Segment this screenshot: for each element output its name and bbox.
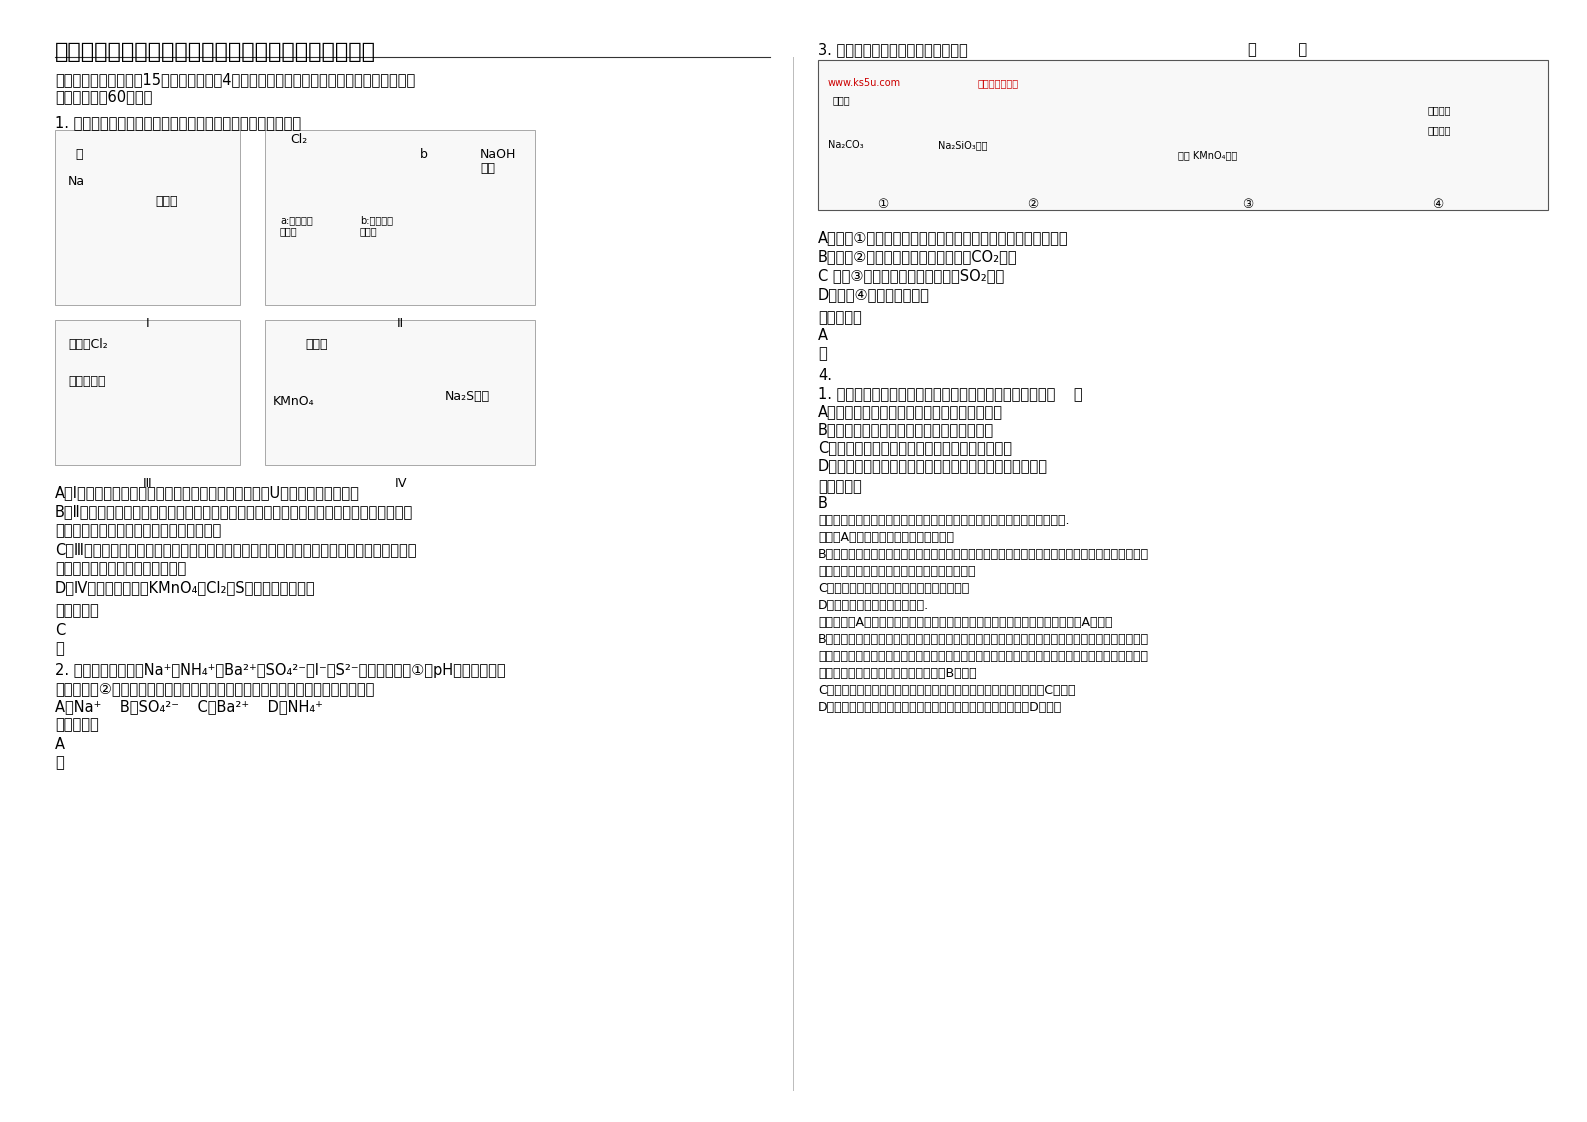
- Text: KMnO₄: KMnO₄: [273, 395, 314, 408]
- Text: B．可溶性铜盐有毒，故人体内不存在铜元素: B．可溶性铜盐有毒，故人体内不存在铜元素: [817, 422, 993, 436]
- Text: Na: Na: [68, 175, 86, 188]
- Text: NaOH: NaOH: [479, 148, 516, 160]
- Text: D．Ⅳ图中，可以比较KMnO₄、Cl₂和S氧化性的相对强弱: D．Ⅳ图中，可以比较KMnO₄、Cl₂和S氧化性的相对强弱: [56, 580, 316, 595]
- Text: 4.: 4.: [817, 368, 832, 383]
- Text: 3. 关于下列实验装置说法中正确的是: 3. 关于下列实验装置说法中正确的是: [817, 42, 968, 57]
- Text: 重要的作用，则人体内存在铜元素，故B错误；: 重要的作用，则人体内存在铜元素，故B错误；: [817, 666, 976, 680]
- Text: 水: 水: [75, 148, 83, 160]
- Bar: [265, 320, 535, 465]
- Text: （         ）: （ ）: [1247, 42, 1308, 57]
- Text: 色布条: 色布条: [279, 226, 298, 236]
- Text: C．Ⅲ图中：观察到量筒内黄绿色逐渐消失，量筒内壁有油状物质生成。该现象是由于甲烷与: C．Ⅲ图中：观察到量筒内黄绿色逐渐消失，量筒内壁有油状物质生成。该现象是由于甲烷…: [56, 542, 416, 557]
- Bar: [56, 320, 240, 465]
- Text: D．中秋佳节月饼中用小袋包装的铁粉来防止月饼氧化变质: D．中秋佳节月饼中用小袋包装的铁粉来防止月饼氧化变质: [817, 458, 1047, 473]
- Text: 考点：原电池和电解池的工作原理；常见的食品添加剂的组成、性质和作用.: 考点：原电池和电解池的工作原理；常见的食品添加剂的组成、性质和作用.: [817, 514, 1070, 527]
- Text: B．可溶性铜盐中含有重金属离子铜离子，重金属离子可以使蛋白质变性，所以说可溶性铜盐有毒；: B．可溶性铜盐中含有重金属离子铜离子，重金属离子可以使蛋白质变性，所以说可溶性铜…: [817, 633, 1149, 646]
- Bar: [56, 130, 240, 305]
- Text: ④: ④: [1433, 197, 1444, 211]
- Text: 铜与人体健康有着密切的关系，铜是人体健康内一种必需的微量元素，在人体的新陈代谢过程中起着: 铜与人体健康有着密切的关系，铜是人体健康内一种必需的微量元素，在人体的新陈代谢过…: [817, 650, 1147, 663]
- Text: C．锌的活泼些强于铁，在原电池中作负极，铁作正极，被保护，故C正确；: C．锌的活泼些强于铁，在原电池中作负极，铁作正极，被保护，故C正确；: [817, 684, 1076, 697]
- Text: 参考答案：: 参考答案：: [817, 479, 862, 494]
- Text: www.ks5u.com: www.ks5u.com: [828, 79, 901, 88]
- Text: D．用图④提取海带中的碘: D．用图④提取海带中的碘: [817, 287, 930, 302]
- Text: 浓盐酸: 浓盐酸: [305, 338, 327, 351]
- Text: 色布条: 色布条: [360, 226, 378, 236]
- Text: 素，在人体的新陈代谢过程中起着重要的作用；: 素，在人体的新陈代谢过程中起着重要的作用；: [817, 565, 976, 578]
- Text: 红墨水: 红墨水: [156, 195, 178, 208]
- Text: A: A: [817, 328, 828, 343]
- Text: 略: 略: [56, 755, 63, 770]
- Text: 参考答案：: 参考答案：: [56, 717, 98, 732]
- Text: Na₂SiO₃溶液: Na₂SiO₃溶液: [938, 140, 987, 150]
- Text: A．Na⁺    B．SO₄²⁻    C．Ba²⁺    D．NH₄⁺: A．Na⁺ B．SO₄²⁻ C．Ba²⁺ D．NH₄⁺: [56, 699, 322, 714]
- Text: 1. 化学与生产、生活密切相关，下列有关说法不正确的是（    ）: 1. 化学与生产、生活密切相关，下列有关说法不正确的是（ ）: [817, 386, 1082, 401]
- Text: C 用图③可以检验火柴燃烧生成的SO₂气体: C 用图③可以检验火柴燃烧生成的SO₂气体: [817, 268, 1005, 283]
- Text: 安徽省黄山市石门中学高三化学下学期期末试卷含解析: 安徽省黄山市石门中学高三化学下学期期末试卷含解析: [56, 42, 376, 62]
- Text: 分析：A．原电池能加快化学反应速率；: 分析：A．原电池能加快化学反应速率；: [817, 531, 954, 544]
- Text: C: C: [56, 623, 65, 638]
- Text: Cl₂: Cl₂: [290, 134, 308, 146]
- Text: 溶液: 溶液: [479, 162, 495, 175]
- Text: 甲烷与Cl₂: 甲烷与Cl₂: [68, 338, 108, 351]
- Text: 稀硫酸: 稀硫酸: [833, 95, 851, 105]
- Text: D．铁粉消耗空气中的水和氧气.: D．铁粉消耗空气中的水和氧气.: [817, 599, 928, 611]
- Text: B．铜离子为重金属离子，能够使蛋白质变性，所以铁离子有毒，但是铜是人体内一种必需的微量元: B．铜离子为重金属离子，能够使蛋白质变性，所以铁离子有毒，但是铜是人体内一种必需…: [817, 548, 1149, 561]
- Bar: [817, 59, 1547, 210]
- Text: 饱和食盐水: 饱和食盐水: [68, 375, 105, 388]
- Text: Na₂CO₃: Na₂CO₃: [828, 140, 863, 150]
- Bar: [265, 130, 535, 305]
- Text: 略: 略: [817, 346, 827, 361]
- Text: Ⅰ: Ⅰ: [146, 318, 149, 330]
- Text: B．Ⅱ图中：观察到湿润的有色布条能褪色，待尾气全部被碱吸收后，将稀硫酸滴入烧杯中，: B．Ⅱ图中：观察到湿润的有色布条能褪色，待尾气全部被碱吸收后，将稀硫酸滴入烧杯中…: [56, 504, 413, 519]
- Text: 2. 某溶液中可能含有Na⁺、NH₄⁺、Ba²⁺、SO₄²⁻、I⁻、S²⁻。分别取样：①用pH计测试，溶液: 2. 某溶液中可能含有Na⁺、NH₄⁺、Ba²⁺、SO₄²⁻、I⁻、S²⁻。分别…: [56, 663, 506, 678]
- Text: 解答：解：A．铁、碳和氯化钠能形成原电池，原电池能加快化学反应速率，故A正确；: 解答：解：A．铁、碳和氯化钠能形成原电池，原电池能加快化学反应速率，故A正确；: [817, 616, 1112, 629]
- Text: Na₂S溶液: Na₂S溶液: [444, 390, 490, 403]
- Text: 高考资源网首发: 高考资源网首发: [978, 79, 1019, 88]
- Text: D．铁粉消耗空气中的水和氧气，所以能防止月饼氧化变质，故D正确；: D．铁粉消耗空气中的水和氧气，所以能防止月饼氧化变质，故D正确；: [817, 701, 1062, 714]
- Text: 参考答案：: 参考答案：: [56, 603, 98, 618]
- Text: 1. 某同学用下列装置验证一些物质的性质。下列说法错误的是: 1. 某同学用下列装置验证一些物质的性质。下列说法错误的是: [56, 114, 302, 130]
- Text: 参考答案：: 参考答案：: [817, 310, 862, 325]
- Text: Ⅳ: Ⅳ: [394, 477, 406, 490]
- Text: 下层液体: 下层液体: [1428, 125, 1452, 135]
- Text: b:湿润的有: b:湿润的有: [360, 215, 394, 226]
- Text: A．使用含有氯化钠的融雪剂会加快桥梁的腐蚀: A．使用含有氯化钠的融雪剂会加快桥梁的腐蚀: [817, 404, 1003, 419]
- Text: 酸性 KMnO₄溶液: 酸性 KMnO₄溶液: [1178, 150, 1238, 160]
- Text: B: B: [817, 496, 828, 511]
- Text: a:干燥的有: a:干燥的有: [279, 215, 313, 226]
- Text: ②: ②: [1027, 197, 1038, 211]
- Text: 至溶液显酸性，可能看到有黄绿色气体生成: 至溶液显酸性，可能看到有黄绿色气体生成: [56, 523, 221, 539]
- Text: 显弱酸性；②加氯水和淀粉无明显现象。为确定该溶液的组成，还需检验的离子是: 显弱酸性；②加氯水和淀粉无明显现象。为确定该溶液的组成，还需检验的离子是: [56, 681, 375, 696]
- Text: C．在海轮外壳装上锌块，可减缓船体的腐蚀速率: C．在海轮外壳装上锌块，可减缓船体的腐蚀速率: [817, 440, 1013, 456]
- Text: ①: ①: [878, 197, 889, 211]
- Text: 题目要求，共60分。）: 题目要求，共60分。）: [56, 89, 152, 104]
- Text: ③: ③: [1243, 197, 1254, 211]
- Text: A: A: [56, 737, 65, 752]
- Text: 上层液体: 上层液体: [1428, 105, 1452, 114]
- Text: C．锌的活泼些强于铁，在原电池中作负极；: C．锌的活泼些强于铁，在原电池中作负极；: [817, 582, 970, 595]
- Text: Ⅱ: Ⅱ: [397, 318, 403, 330]
- Text: B．用图②所示实验装置排空气法收集CO₂气体: B．用图②所示实验装置排空气法收集CO₂气体: [817, 249, 1017, 264]
- Text: 氯气在光照条件下发生了加成反应: 氯气在光照条件下发生了加成反应: [56, 561, 186, 576]
- Text: A．用图①所示实验可比较硫、碳、硅三种元素的非金属性强弱: A．用图①所示实验可比较硫、碳、硅三种元素的非金属性强弱: [817, 230, 1068, 245]
- Text: 略: 略: [56, 641, 63, 656]
- Text: 一、单选题（本大题共15个小题，每小题4分。在每小题给出的四个选项中，只有一项符合: 一、单选题（本大题共15个小题，每小题4分。在每小题给出的四个选项中，只有一项符…: [56, 72, 416, 88]
- Text: Ⅲ: Ⅲ: [143, 477, 152, 490]
- Text: A．Ⅰ图中：将胶头滴管中的水滴入到金属钠中，能看到U型管右侧红墨水上升: A．Ⅰ图中：将胶头滴管中的水滴入到金属钠中，能看到U型管右侧红墨水上升: [56, 485, 360, 500]
- Text: b: b: [421, 148, 428, 160]
